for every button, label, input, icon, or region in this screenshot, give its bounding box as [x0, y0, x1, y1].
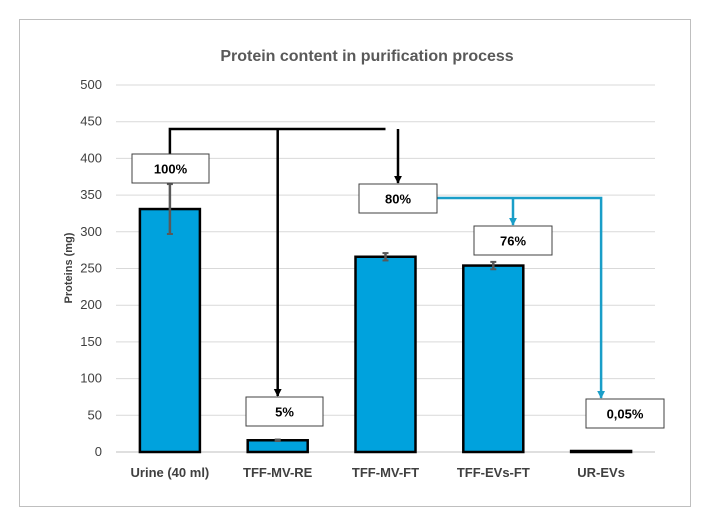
y-tick-label-150: 150 — [80, 334, 102, 349]
y-axis-label: Proteins (mg) — [63, 232, 75, 303]
x-axis-ticks: Urine (40 ml) TFF-MV-RE TFF-MV-FT TFF-EVs-F… — [131, 465, 625, 480]
x-tick-label-2: TFF-MV-FT — [352, 465, 419, 480]
primary-flow-arrow — [168, 127, 403, 397]
y-tick-label-450: 450 — [80, 114, 102, 129]
bar-0 — [138, 207, 202, 454]
percent-box-4: 0,05% — [585, 398, 665, 429]
percent-label-3: 76% — [500, 234, 526, 249]
x-tick-label-4: UR-EVs — [577, 465, 625, 480]
y-tick-label-350: 350 — [80, 187, 102, 202]
x-tick-label-1: TFF-MV-RE — [243, 465, 313, 480]
error-bars — [166, 183, 497, 442]
bars — [138, 207, 633, 454]
y-tick-label-400: 400 — [80, 150, 102, 165]
bar-4 — [569, 449, 633, 454]
chart-title: Protein content in purification process — [220, 48, 513, 65]
percent-label-1: 5% — [275, 405, 294, 420]
percent-box-0: 100% — [131, 153, 210, 184]
error-bar-3 — [490, 260, 497, 271]
y-tick-label-0: 0 — [95, 444, 102, 459]
percent-box-3: 76% — [473, 225, 553, 256]
y-tick-label-300: 300 — [80, 224, 102, 239]
bar-3 — [462, 264, 525, 454]
y-tick-label-100: 100 — [80, 371, 102, 386]
bar-2 — [354, 255, 417, 454]
y-tick-label-500: 500 — [80, 77, 102, 92]
error-bar-1 — [274, 438, 281, 442]
flow-arrows — [168, 127, 606, 399]
percent-label-0: 100% — [154, 162, 188, 177]
x-tick-label-3: TFF-EVs-FT — [457, 465, 530, 480]
y-tick-label-250: 250 — [80, 261, 102, 276]
error-bar-0 — [166, 183, 173, 236]
y-tick-label-50: 50 — [88, 407, 102, 422]
percent-label-2: 80% — [385, 192, 411, 207]
error-bar-2 — [382, 252, 389, 262]
percent-boxes: 100% 5% 80% 76% 0,05% — [131, 153, 665, 429]
bar-1 — [246, 439, 309, 454]
x-tick-label-0: Urine (40 ml) — [131, 465, 210, 480]
y-axis-ticks: 0 50 100 150 200 250 300 350 400 450 500 — [80, 77, 102, 459]
y-tick-label-200: 200 — [80, 297, 102, 312]
percent-label-4: 0,05% — [607, 407, 644, 422]
secondary-flow-arrow — [437, 196, 606, 399]
percent-box-1: 5% — [245, 396, 324, 427]
percent-box-2: 80% — [358, 183, 438, 214]
